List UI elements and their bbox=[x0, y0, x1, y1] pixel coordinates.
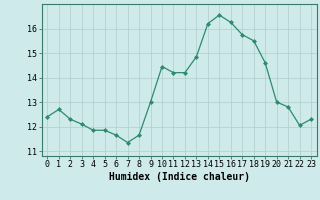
X-axis label: Humidex (Indice chaleur): Humidex (Indice chaleur) bbox=[109, 172, 250, 182]
